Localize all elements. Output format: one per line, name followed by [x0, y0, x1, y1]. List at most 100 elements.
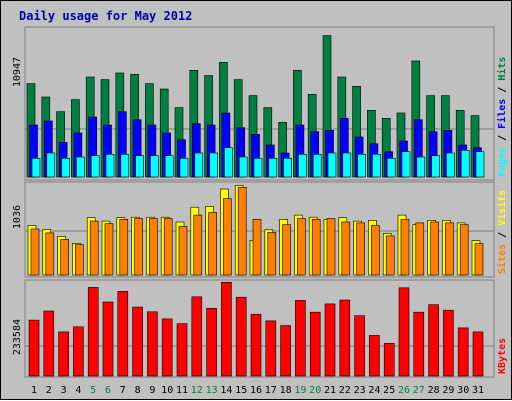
y-tick-kbytes: 233584: [12, 319, 23, 355]
x-tick-label: 6: [105, 385, 111, 396]
x-tick-label: 11: [176, 385, 188, 396]
bar-sites: [356, 222, 365, 276]
x-tick-label: 13: [206, 385, 218, 396]
bar-pages: [446, 152, 455, 178]
bar-kbytes: [87, 287, 99, 377]
bar-sites: [208, 212, 217, 276]
bar-sites: [297, 218, 306, 276]
bar-kbytes: [443, 309, 454, 377]
bar-pages: [312, 154, 322, 178]
x-tick-label: 8: [135, 385, 141, 396]
legend-sites: Sites: [496, 244, 508, 274]
x-tick-label: 20: [309, 385, 321, 396]
x-tick-label: 14: [220, 385, 232, 396]
bar-sites: [178, 226, 188, 276]
x-tick-label: 21: [324, 385, 336, 396]
x-tick-label: 26: [398, 385, 410, 396]
bar-sites: [252, 219, 262, 276]
bar-sites: [400, 219, 410, 276]
x-tick-label: 4: [75, 385, 81, 396]
bar-pages: [372, 154, 381, 178]
bar-kbytes: [73, 326, 84, 377]
x-tick-label: 22: [339, 385, 351, 396]
x-tick-label: 10: [161, 385, 173, 396]
x-tick-label: 1: [31, 385, 37, 396]
bar-pages: [194, 152, 204, 178]
bar-sites: [75, 244, 84, 276]
bar-kbytes: [191, 296, 203, 377]
bar-sites: [223, 198, 232, 276]
bar-kbytes: [339, 299, 351, 377]
bar-sites: [149, 218, 158, 276]
x-tick-label: 27: [413, 385, 425, 396]
bar-pages: [268, 158, 278, 178]
bar-kbytes: [161, 318, 173, 377]
bars-hits-files-pages: [26, 35, 485, 178]
x-tick-label: 12: [191, 385, 203, 396]
panel-hits: 10947: [12, 26, 495, 181]
bar-kbytes: [221, 281, 232, 377]
bar-kbytes: [102, 301, 114, 377]
bar-pages: [431, 155, 440, 178]
bar-pages: [31, 158, 41, 178]
bar-kbytes: [235, 296, 247, 377]
bar-pages: [401, 151, 411, 178]
bar-sites: [474, 243, 484, 276]
bar-kbytes: [309, 311, 321, 377]
bar-pages: [342, 152, 352, 178]
bar-pages: [253, 158, 263, 178]
x-tick-label: 19: [294, 385, 306, 396]
x-tick-label: 23: [354, 385, 366, 396]
bar-sites: [282, 224, 291, 276]
legend-visits: Visits: [496, 190, 508, 226]
bar-sites: [134, 218, 143, 276]
panel-visits: 1036: [12, 181, 495, 278]
legend-kbytes: KBytes: [497, 338, 508, 374]
x-tick-label: 17: [265, 385, 277, 396]
bar-sites: [193, 214, 203, 276]
bar-kbytes: [43, 310, 55, 377]
legend-top: Pages / Files / Hits: [496, 57, 508, 177]
bars-kbytes: [28, 281, 484, 377]
bar-pages: [416, 156, 426, 178]
bar-kbytes: [28, 319, 40, 377]
bar-sites: [371, 225, 380, 276]
legend-files: Files: [496, 99, 508, 129]
x-tick-label: 24: [368, 385, 380, 396]
bar-pages: [105, 154, 115, 178]
x-tick-label: 16: [250, 385, 262, 396]
bar-sites: [341, 221, 351, 276]
bar-pages: [76, 156, 85, 178]
bar-kbytes: [280, 325, 291, 377]
bar-kbytes: [176, 323, 188, 377]
bar-kbytes: [250, 313, 262, 377]
bar-kbytes: [428, 304, 439, 377]
y-tick-visits: 1036: [12, 205, 23, 229]
bar-kbytes: [117, 290, 129, 377]
bar-kbytes: [472, 331, 484, 377]
x-tick-label: 31: [472, 385, 484, 396]
bar-pages: [120, 154, 130, 178]
x-tick-label: 9: [149, 385, 155, 396]
bar-pages: [298, 154, 307, 178]
bar-pages: [209, 152, 218, 178]
bar-sites: [459, 224, 469, 276]
bar-pages: [238, 156, 248, 178]
bar-sites: [237, 187, 247, 276]
bar-sites: [385, 235, 395, 276]
legend-hits: Hits: [496, 57, 508, 81]
bar-kbytes: [132, 306, 143, 377]
x-tick-label: 25: [383, 385, 395, 396]
x-tick-label: 28: [428, 385, 440, 396]
bar-pages: [150, 155, 159, 178]
bar-kbytes: [413, 311, 425, 377]
panel-kbytes: 233584: [12, 279, 495, 378]
bar-pages: [357, 154, 366, 178]
x-axis-day-labels: 1 2 3 4 5 6 7 8 9 10 11 12 13 14 15 16 17 18 19 20 21 22 23 24 2…: [31, 385, 484, 396]
bar-kbytes: [369, 335, 380, 377]
bar-sites: [163, 218, 173, 276]
bar-pages: [283, 158, 292, 178]
bar-kbytes: [398, 287, 410, 377]
bar-sites: [430, 221, 439, 276]
legend-mid: Sites / Visits: [496, 190, 508, 274]
